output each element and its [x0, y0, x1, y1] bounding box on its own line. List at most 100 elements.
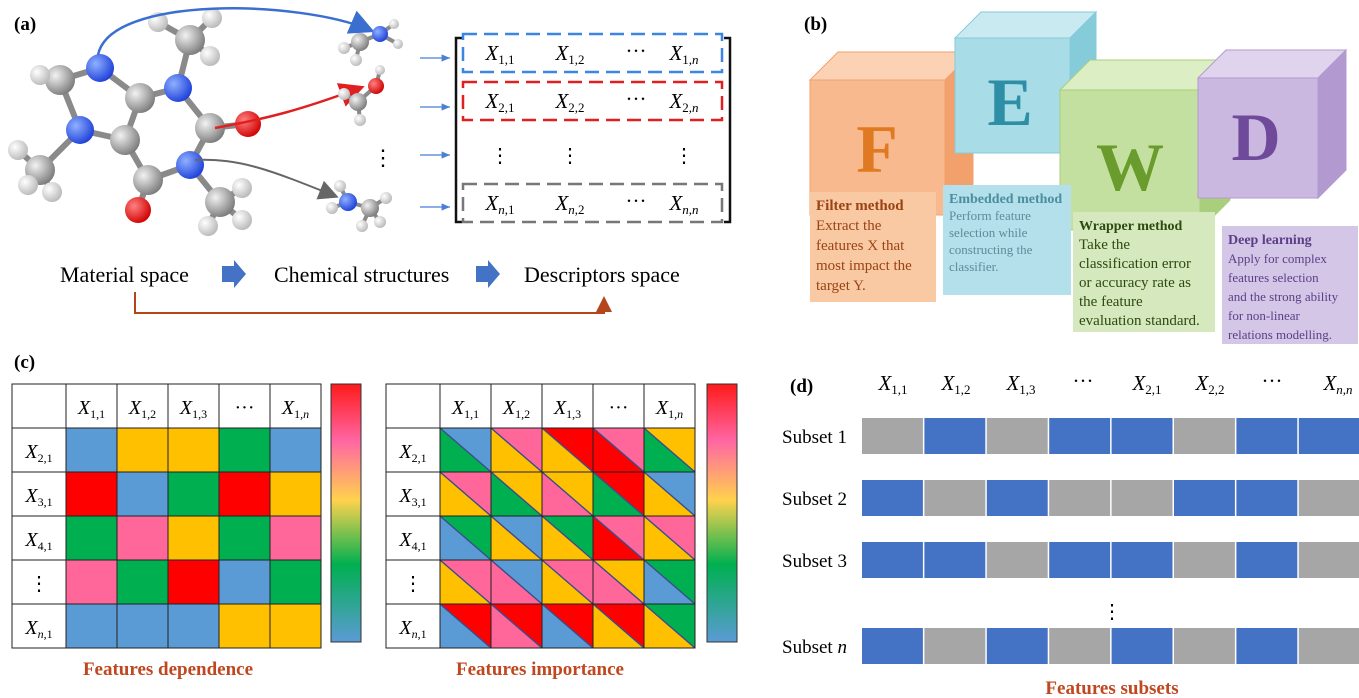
matrix-cell: X2,2	[554, 89, 584, 115]
fragment-atom	[368, 78, 384, 94]
method-box-line: selection while	[949, 225, 1028, 240]
molecule-atom	[232, 178, 252, 198]
grid-row-header: ⋮	[403, 573, 423, 595]
subset-cell	[1298, 480, 1359, 516]
importance-cell-diagonal	[439, 559, 492, 605]
matrix-row-box	[461, 80, 724, 122]
features-importance-title: Features importance	[456, 659, 624, 680]
fragment-atom	[351, 33, 369, 51]
grid-col-header: X1,1	[451, 397, 479, 421]
importance-cell-diagonal	[541, 427, 594, 473]
subset-cell	[862, 480, 923, 516]
panel-c: (c) X1,1 X1,2 X1,3 ··· X1,n X2,1 X3,1 X4,1 ⋮ Xn,1…	[11, 352, 738, 680]
fewd-cubes: F EW D	[808, 10, 1348, 232]
method-boxes: Filter method Extract the features X that m…	[810, 185, 1358, 344]
molecule-atom	[200, 46, 220, 66]
subset-cell	[1111, 480, 1173, 516]
cube-face	[1197, 77, 1319, 199]
method-box-3: Wrapper method Take the classification err…	[1073, 212, 1215, 332]
flow-return-arrow	[134, 292, 612, 314]
grid-col-header: X1,1	[77, 397, 105, 421]
grid-row-header: ⋮	[29, 573, 49, 595]
subset-cell	[924, 628, 986, 664]
molecule-atom	[125, 83, 155, 113]
cube-d: D	[1196, 48, 1348, 200]
grid-row-header: X3,1	[24, 485, 52, 509]
subset-cell	[924, 418, 986, 454]
method-box-line: classification error	[1079, 256, 1191, 272]
grid-col-header: X1,3	[553, 397, 581, 421]
method-box-line: Apply for complex	[1228, 251, 1327, 266]
grid-col-header: X1,2	[502, 397, 530, 421]
importance-cell-diagonal	[439, 515, 492, 561]
method-box-1: Filter method Extract the features X that m…	[810, 192, 936, 302]
dependence-cell	[66, 516, 117, 560]
subset-cell	[1049, 542, 1111, 578]
method-box-bg	[943, 185, 1071, 295]
dependence-cell	[168, 472, 219, 516]
grid-col-header: X1,n	[281, 397, 309, 421]
dependence-cell	[66, 428, 117, 472]
cube-letter: E	[987, 64, 1032, 140]
fragment-atom	[338, 42, 350, 54]
features-subsets-title: Features subsets	[1045, 678, 1178, 698]
subset-label: Subset 1	[782, 427, 847, 448]
grid-col-header: ···	[609, 397, 629, 419]
matrix-cell: Xn,2	[554, 191, 584, 217]
molecule-atom	[45, 65, 75, 95]
molecule-atom	[232, 210, 252, 230]
fragment-atom	[354, 114, 366, 126]
method-box-line: relations modelling.	[1228, 327, 1332, 342]
grid-row-header: X2,1	[24, 441, 52, 465]
dependence-cell	[270, 428, 321, 472]
fragment-molecules	[326, 19, 403, 232]
features-dependence-title: Features dependence	[83, 659, 253, 680]
dependence-cell	[270, 560, 321, 604]
dependence-cell	[168, 604, 219, 648]
descriptor-matrix: X1,1 X1,2 ··· X1,n X2,1 X2,2 ··· X2,n Xn,1 Xn,2 ··…	[461, 32, 724, 224]
dependence-cell	[168, 428, 219, 472]
dependence-cell	[117, 472, 168, 516]
dependence-cell	[66, 604, 117, 648]
caffeine-molecule-illustration	[8, 8, 261, 236]
subset-cell	[862, 418, 923, 454]
fragment-atom	[374, 216, 386, 228]
subset-cell	[924, 542, 986, 578]
importance-cell-diagonal	[643, 427, 696, 473]
matrix-cell: ···	[626, 189, 647, 213]
importance-colorbar	[706, 383, 738, 643]
method-box-bg	[1073, 212, 1215, 332]
fragment-atom	[326, 202, 338, 214]
grid-row-header: X2,1	[398, 441, 426, 465]
matrix-vdots: ⋮	[560, 145, 580, 167]
subset-cell	[1111, 542, 1173, 578]
importance-cell-diagonal	[490, 427, 543, 473]
matrix-row-box	[461, 182, 724, 224]
panel-d-label: (d)	[790, 376, 813, 397]
importance-cell-diagonal	[592, 427, 645, 473]
method-box-line: target Y.	[816, 278, 866, 294]
matrix-cell: X1,2	[554, 41, 584, 67]
matrix-cell: ···	[626, 87, 647, 111]
dependence-cell	[66, 560, 117, 604]
molecule-atom	[125, 197, 151, 223]
subset-cell	[862, 628, 923, 664]
subset-cell	[986, 628, 1048, 664]
molecule-atom	[42, 182, 62, 202]
dependence-cell	[270, 604, 321, 648]
importance-cell-diagonal	[643, 603, 696, 649]
importance-cell-diagonal	[541, 559, 594, 605]
panel-a-label: (a)	[14, 14, 36, 35]
importance-cell-diagonal	[490, 603, 543, 649]
importance-cell-diagonal	[490, 515, 543, 561]
cube-letter: F	[856, 111, 898, 187]
subset-cell	[1236, 542, 1298, 578]
matrix-row-box	[461, 32, 724, 74]
panel-d: (d) X1,1 X1,2 X1,3 ··· X2,1 X2,2 ··· Xn,n Subset…	[782, 369, 1359, 698]
dependence-cell	[219, 604, 270, 648]
dependence-cell	[117, 516, 168, 560]
subset-cell	[986, 418, 1048, 454]
dependence-cell	[117, 560, 168, 604]
dependence-cell	[117, 604, 168, 648]
